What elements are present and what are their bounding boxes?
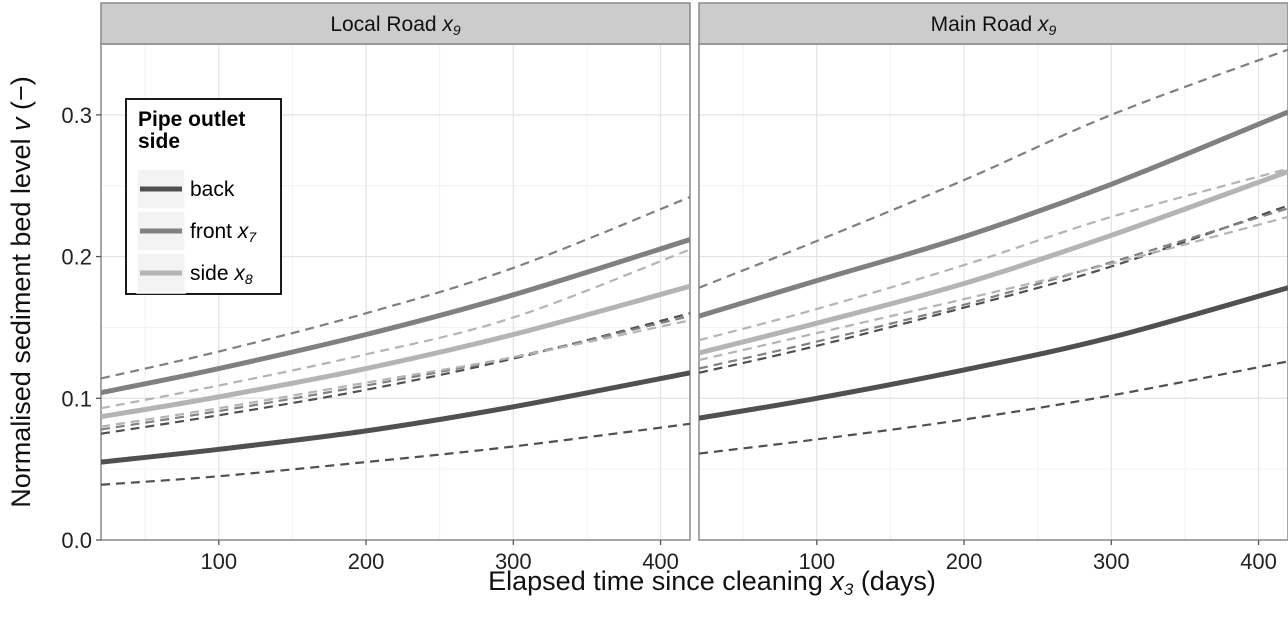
x-tick-label: 200 — [348, 549, 385, 574]
series-line-back-upper-local-road — [101, 312, 690, 435]
y-tick-label: 0.3 — [61, 103, 92, 128]
legend-label-back: back — [190, 178, 235, 201]
facet-label-var-index: 9 — [1049, 22, 1057, 38]
facet-label-var-index: 9 — [453, 22, 461, 38]
legend-title: Pipe outlet — [138, 108, 245, 131]
y-tick-label: 0.0 — [61, 528, 92, 553]
series-line-back-lower-local-road — [101, 422, 690, 486]
series-line-side-fit-main-road — [699, 169, 1288, 356]
x-tick-label: 400 — [642, 549, 679, 574]
legend-label-text: side — [190, 262, 234, 285]
legend-label-var: x — [233, 262, 246, 285]
legend-label-text: back — [190, 178, 235, 201]
series-line-back-fit-local-road — [101, 370, 690, 465]
legend-label-var-index: 8 — [245, 271, 253, 287]
x-tick-label: 100 — [798, 549, 835, 574]
x-axis-title-text: Elapsed time since cleaning — [488, 566, 830, 596]
legend-label-front: front x7 — [190, 220, 257, 245]
legend-label-text: front — [190, 220, 238, 243]
facet-label-text: Main Road — [931, 13, 1038, 36]
facet-strip-label: Local Road x9 — [330, 13, 461, 38]
y-axis-title-unit: (−) — [6, 76, 36, 117]
series-line-front-lower-local-road — [101, 315, 690, 431]
series-line-front-fit-main-road — [699, 109, 1288, 319]
legend-title: side — [138, 130, 180, 153]
facet-strip — [698, 2, 1288, 45]
x-tick-label: 200 — [946, 549, 983, 574]
x-tick-label: 100 — [200, 549, 237, 574]
x-axis-title-unit: (days) — [853, 566, 936, 596]
panel-main-road: Main Road x9 — [698, 2, 1288, 541]
series-line-side-fit-local-road — [101, 283, 690, 420]
series-line-front-upper-main-road — [699, 48, 1288, 289]
x-tick-label: 400 — [1240, 549, 1277, 574]
facet-label-var: x — [441, 13, 454, 36]
y-axis-title: Normalised sediment bed level v (−) — [6, 76, 36, 507]
legend-label-var: x — [237, 220, 250, 243]
series-line-side-lower-main-road — [699, 215, 1288, 362]
legend-label-var-index: 7 — [248, 229, 257, 245]
series-line-front-lower-main-road — [699, 207, 1288, 370]
series-line-side-upper-local-road — [101, 248, 690, 410]
series-line-back-fit-main-road — [699, 285, 1288, 421]
series-line-front-fit-local-road — [101, 237, 690, 396]
x-tick-label: 300 — [495, 549, 532, 574]
x-tick-label: 300 — [1093, 549, 1130, 574]
series-line-back-lower-main-road — [699, 360, 1288, 455]
series-line-back-upper-main-road — [699, 204, 1288, 374]
facet-label-var: x — [1037, 13, 1050, 36]
y-axis-title-var: v — [6, 116, 36, 131]
y-tick-label: 0.1 — [61, 386, 92, 411]
x-axis-title: Elapsed time since cleaning x3 (days) — [488, 566, 936, 599]
facet-strip — [100, 2, 691, 45]
y-axis-title-text: Normalised sediment bed level — [6, 131, 36, 508]
facet-strip-label: Main Road x9 — [931, 13, 1057, 38]
x-axis-title-var: x — [828, 566, 845, 596]
series-line-side-upper-main-road — [699, 167, 1288, 342]
x-axis-title-var-index: 3 — [844, 580, 854, 599]
facet-label-text: Local Road — [330, 13, 442, 36]
y-tick-label: 0.2 — [61, 245, 92, 270]
series-line-side-lower-local-road — [101, 319, 690, 428]
series-line-front-upper-local-road — [101, 196, 690, 380]
legend-label-side: side x8 — [190, 262, 253, 287]
